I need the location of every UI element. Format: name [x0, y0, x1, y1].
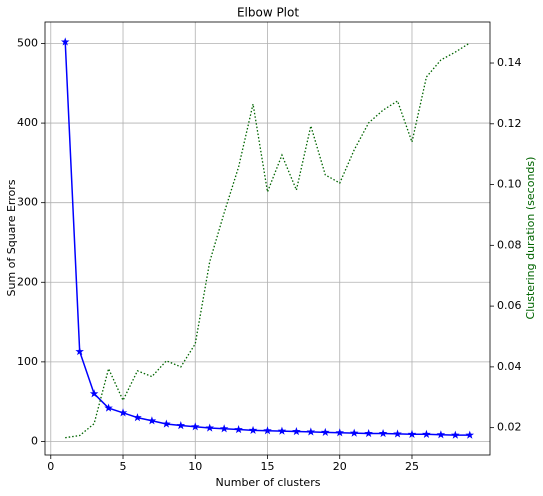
- star-marker: [234, 425, 243, 434]
- x-tick-label: 5: [120, 460, 127, 473]
- star-marker: [75, 347, 84, 356]
- star-marker: [147, 416, 157, 425]
- y-axis-label: Sum of Square Errors: [5, 179, 18, 296]
- star-marker: [133, 413, 142, 422]
- star-marker: [219, 424, 229, 433]
- star-marker: [104, 403, 113, 412]
- x-tick-label: 25: [405, 460, 419, 473]
- y2-tick-label: 0.10: [497, 178, 522, 191]
- y2-tick-label: 0.02: [497, 421, 522, 434]
- star-marker: [89, 389, 99, 398]
- x-tick-label: 20: [333, 460, 347, 473]
- star-marker: [393, 429, 402, 438]
- y2-tick-label: 0.12: [497, 117, 522, 130]
- x-axis-label: Number of clusters: [216, 476, 321, 489]
- x-tick-label: 10: [188, 460, 202, 473]
- y2-tick-label: 0.06: [497, 299, 522, 312]
- star-marker: [349, 428, 359, 437]
- star-marker: [263, 426, 272, 435]
- star-marker: [248, 425, 258, 434]
- y-tick-label: 500: [17, 36, 38, 49]
- plot-frame: [44, 21, 491, 456]
- star-marker: [364, 429, 373, 438]
- star-marker: [176, 421, 186, 430]
- chart-title: Elbow Plot: [237, 6, 299, 20]
- y2-axis-label: Clustering duration (seconds): [524, 157, 537, 320]
- star-marker: [422, 429, 431, 438]
- y2-tick-label: 0.14: [497, 56, 522, 69]
- y2-tick-label: 0.04: [497, 360, 522, 373]
- star-marker: [321, 427, 330, 436]
- x-tick-label: 0: [47, 460, 54, 473]
- star-marker: [162, 419, 171, 428]
- star-marker: [118, 408, 128, 417]
- star-marker: [335, 428, 345, 437]
- x-tick-label: 15: [261, 460, 275, 473]
- star-marker: [436, 430, 446, 439]
- star-marker: [465, 430, 475, 439]
- star-marker: [306, 427, 316, 436]
- star-marker: [190, 422, 200, 431]
- y-tick-label: 100: [17, 355, 38, 368]
- star-marker: [407, 429, 417, 438]
- star-marker: [205, 423, 214, 432]
- y-tick-label: 0: [31, 434, 38, 447]
- star-marker: [451, 430, 460, 439]
- star-marker: [277, 426, 287, 435]
- star-marker: [292, 427, 301, 436]
- y-tick-label: 200: [17, 275, 38, 288]
- star-marker: [60, 37, 70, 46]
- y-tick-label: 300: [17, 196, 38, 209]
- y-tick-label: 400: [17, 116, 38, 129]
- y2-tick-label: 0.08: [497, 238, 522, 251]
- star-marker: [378, 429, 388, 438]
